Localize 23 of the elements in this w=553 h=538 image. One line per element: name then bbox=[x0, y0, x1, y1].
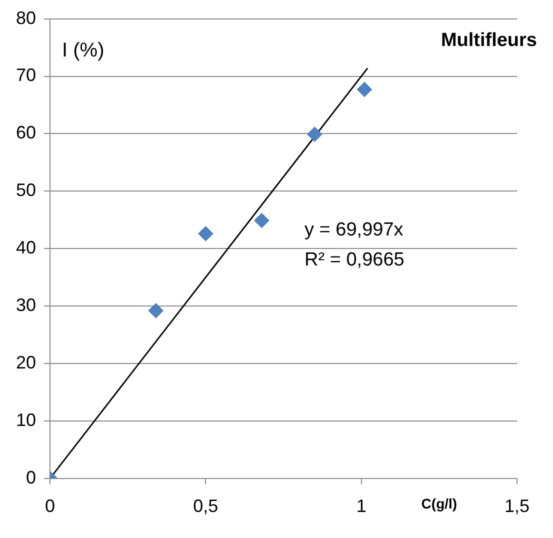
annotation: y = 69,997x bbox=[304, 219, 404, 240]
x-tick-label: 1,5 bbox=[504, 496, 530, 516]
y-tick-label: 10 bbox=[16, 410, 36, 430]
y-tick-label: 70 bbox=[16, 65, 36, 86]
point bbox=[254, 212, 270, 228]
y-tick-label: 0 bbox=[26, 467, 36, 488]
annotation: R² = 0,9665 bbox=[304, 249, 404, 270]
y-tick-label: 60 bbox=[16, 122, 36, 143]
point bbox=[198, 226, 214, 242]
y-tick-label: 20 bbox=[16, 352, 36, 372]
y-tick-label: 50 bbox=[16, 180, 36, 200]
point bbox=[148, 303, 164, 318]
y-tick-label: 30 bbox=[16, 295, 36, 316]
point bbox=[307, 126, 322, 142]
point bbox=[356, 82, 372, 97]
y-tick-label: 40 bbox=[16, 238, 36, 258]
x-tick-label: 1 bbox=[356, 496, 366, 516]
y-tick-label: 80 bbox=[16, 8, 36, 28]
x-tick-label: 0 bbox=[45, 496, 56, 516]
x-tick-label: 0,5 bbox=[193, 496, 218, 516]
text: Multifleurs bbox=[440, 30, 537, 52]
x-axis-title: C(g/l) bbox=[421, 495, 458, 512]
y-axis-title: I (%) bbox=[62, 39, 104, 62]
